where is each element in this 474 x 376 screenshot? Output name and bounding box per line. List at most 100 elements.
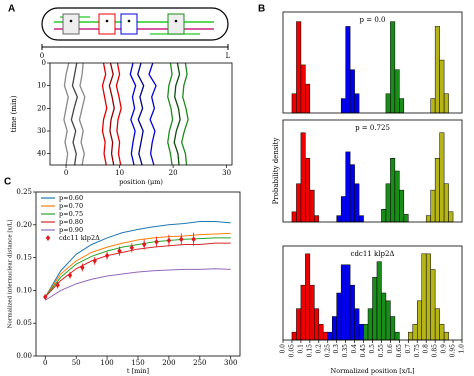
histogram-bar bbox=[314, 308, 320, 341]
data-point bbox=[179, 236, 184, 243]
y-axis-label: time (min) bbox=[10, 95, 18, 132]
histogram-bar bbox=[394, 331, 400, 341]
plot-frame bbox=[282, 11, 463, 114]
histogram-bar bbox=[340, 98, 346, 114]
legend-label: cdc11 klp2Δ bbox=[59, 234, 100, 242]
data-line bbox=[44, 232, 231, 298]
y-axis-label: Probability density bbox=[272, 138, 280, 205]
diagram-label: L bbox=[226, 52, 231, 60]
x-tick-label: 0.15 bbox=[306, 344, 313, 358]
x-tick-label: 0.75 bbox=[414, 344, 421, 358]
panel-label: B bbox=[258, 4, 265, 15]
histogram-bar bbox=[296, 21, 302, 114]
x-tick-label: 1.0 bbox=[459, 344, 466, 354]
histogram-bar bbox=[390, 316, 396, 341]
y-axis-label: Normalized internuclear distance [x/L] bbox=[8, 220, 14, 329]
histogram-bar bbox=[399, 189, 405, 223]
legend-label: p=0.70 bbox=[59, 202, 83, 210]
data-point bbox=[43, 293, 48, 300]
histogram-bar bbox=[430, 98, 436, 114]
histogram-bar bbox=[385, 183, 391, 223]
data-line bbox=[70, 62, 78, 166]
x-tick-label: 0.95 bbox=[450, 344, 457, 358]
histogram-bar bbox=[385, 93, 391, 114]
histogram-bar bbox=[372, 277, 378, 341]
data-line bbox=[63, 62, 70, 166]
y-tick-label: 30 bbox=[37, 127, 46, 135]
histogram-bar bbox=[430, 269, 436, 341]
histogram-bar bbox=[381, 292, 387, 341]
histogram-bar bbox=[345, 26, 351, 114]
data-line bbox=[101, 62, 108, 166]
x-axis-label: position (μm) bbox=[119, 178, 163, 186]
histogram-bar bbox=[358, 324, 364, 341]
x-tick-label: 0.3 bbox=[333, 344, 340, 354]
histogram-bar bbox=[376, 261, 382, 341]
data-line bbox=[44, 242, 231, 298]
data-point bbox=[129, 244, 135, 251]
x-tick-label: 10 bbox=[115, 169, 124, 177]
histogram-bar bbox=[439, 59, 445, 114]
histogram-bar bbox=[340, 264, 346, 341]
x-tick-label: 0.1 bbox=[297, 344, 304, 354]
panel-label: C bbox=[4, 177, 11, 188]
data-line bbox=[167, 62, 174, 166]
histogram-bar bbox=[443, 331, 449, 341]
x-tick-label: 50 bbox=[72, 359, 81, 367]
x-tick-label: 0.4 bbox=[351, 344, 358, 354]
data-point bbox=[141, 241, 147, 248]
x-tick-label: 0.8 bbox=[423, 344, 430, 354]
histogram-bar bbox=[385, 300, 391, 341]
histogram-bar bbox=[291, 93, 297, 114]
cell-diagram bbox=[41, 7, 229, 50]
histogram-bar bbox=[331, 316, 337, 341]
histogram-bar bbox=[381, 209, 387, 223]
histogram-bar bbox=[358, 215, 364, 223]
y-tick-label: 20 bbox=[37, 104, 46, 112]
data-point bbox=[55, 282, 60, 289]
data-line bbox=[129, 62, 137, 166]
histogram-bar bbox=[300, 284, 306, 341]
histogram-bar bbox=[336, 292, 342, 341]
histogram-bar bbox=[296, 308, 302, 341]
y-tick-label: 0.15 bbox=[16, 254, 32, 262]
y-tick-label: 0.00 bbox=[16, 352, 32, 360]
y-tick-label: 0.20 bbox=[16, 221, 32, 229]
histogram-bar bbox=[434, 158, 440, 223]
histogram-bar bbox=[408, 331, 414, 341]
x-tick-label: 0.35 bbox=[342, 344, 349, 358]
histogram-bar bbox=[291, 211, 297, 223]
histogram-bar bbox=[300, 64, 306, 114]
x-tick-label: 0.0 bbox=[280, 344, 287, 354]
data-line bbox=[173, 62, 181, 166]
x-axis-label: Normalized position [x/L] bbox=[331, 367, 415, 375]
legend-label: p=0.75 bbox=[59, 210, 83, 218]
y-tick-label: 10 bbox=[37, 82, 46, 90]
panel-label: A bbox=[8, 4, 15, 15]
x-tick-label: 100 bbox=[100, 359, 113, 367]
x-tick-label: 0.25 bbox=[324, 344, 331, 358]
diagram-label: 0 bbox=[40, 52, 44, 60]
histogram-bar bbox=[448, 211, 454, 223]
histogram-bar bbox=[439, 132, 445, 223]
plot-frame bbox=[282, 119, 463, 223]
histogram-bar bbox=[345, 151, 351, 223]
x-tick-label: 0.45 bbox=[360, 344, 367, 358]
x-tick-label: 0.6 bbox=[387, 344, 394, 354]
x-tick-label: 0.05 bbox=[288, 344, 295, 358]
legend-label: p=0.90 bbox=[59, 226, 83, 234]
histogram-bar bbox=[425, 215, 431, 223]
y-tick-label: 40 bbox=[37, 150, 46, 158]
data-point bbox=[191, 236, 196, 243]
histogram-bar bbox=[327, 331, 333, 341]
x-tick-label: 20 bbox=[169, 169, 178, 177]
histogram-bar bbox=[296, 183, 302, 223]
x-tick-label: 30 bbox=[222, 169, 231, 177]
x-tick-label: 0 bbox=[43, 359, 47, 367]
histogram-bar bbox=[367, 308, 373, 341]
x-tick-label: 0.7 bbox=[405, 344, 412, 354]
legend-label: p=0.80 bbox=[59, 218, 83, 226]
histogram-bar bbox=[390, 158, 396, 223]
data-line bbox=[148, 62, 157, 166]
